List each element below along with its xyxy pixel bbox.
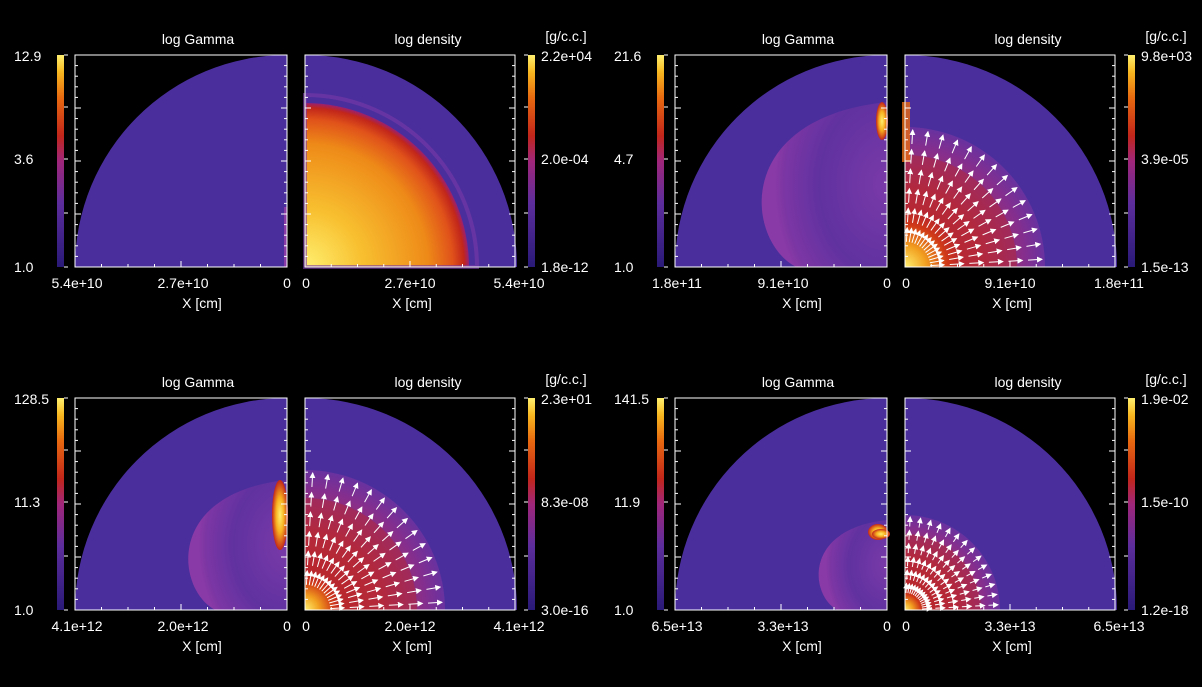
panel-bottom-right: log Gamma log density [g/c.c.] 141.5 11.9 1.0… [614,371,1189,654]
x-tick-label: 9.1e+10 [985,275,1036,291]
x-axis-label: X [cm] [392,295,432,311]
x-axis-label: X [cm] [182,295,222,311]
gamma-map [675,398,890,610]
panel-bottom-left: log Gamma log density [g/c.c.] 128.5 11.3 1.0… [14,371,592,654]
axis-ticks [674,397,1116,611]
density-colorbar-label: 2.2e+04 [541,48,592,64]
density-colorbar-label: 8.3e-08 [541,494,589,510]
x-tick-label: 0 [302,618,310,634]
x-tick-label: 0 [883,275,891,291]
jet-head [876,102,888,140]
gamma-colorbar [57,55,64,267]
axis-ticks [674,54,1116,268]
x-axis-label: X [cm] [992,638,1032,654]
gamma-title: log Gamma [762,374,835,390]
x-tick-label: 3.3e+13 [985,618,1036,634]
axis-ticks [74,397,516,611]
x-axis-label: X [cm] [182,638,222,654]
density-colorbar-label: 1.5e-13 [1141,259,1189,275]
density-title: log density [995,31,1062,47]
x-tick-label: 0 [283,275,291,291]
density-map [303,55,517,269]
x-tick-label: 2.0e+12 [158,618,209,634]
density-colorbar [1128,398,1135,610]
x-tick-label: 2.7e+10 [385,275,436,291]
density-colorbar-label: 2.3e+01 [541,391,592,407]
density-title: log density [995,374,1062,390]
velocity-arrows [903,129,1043,269]
x-tick-label: 2.0e+12 [385,618,436,634]
gamma-colorbar-label: 1.0 [14,602,34,618]
gamma-map [75,398,288,610]
x-axis-label: X [cm] [392,638,432,654]
velocity-arrows [303,472,443,612]
density-colorbar [528,398,535,610]
gamma-colorbar-label: 1.0 [614,259,634,275]
density-colorbar-label: 3.0e-16 [541,602,589,618]
gamma-colorbar-label: 1.0 [614,602,634,618]
x-tick-label: 4.1e+12 [494,618,545,634]
gamma-colorbar-label: 3.6 [14,151,34,167]
jet-head [272,480,288,550]
gamma-colorbar-label: 4.7 [614,151,634,167]
gamma-title: log Gamma [162,31,235,47]
density-title: log density [395,31,462,47]
density-colorbar [1128,55,1135,267]
gamma-title: log Gamma [162,374,235,390]
x-axis-label: X [cm] [782,638,822,654]
x-tick-label: 0 [902,618,910,634]
density-map [303,398,517,612]
x-tick-label: 2.7e+10 [158,275,209,291]
gamma-title: log Gamma [762,31,835,47]
density-map [903,398,1117,612]
x-tick-label: 6.5e+13 [652,618,703,634]
x-tick-label: 3.3e+13 [758,618,809,634]
x-tick-label: 0 [283,618,291,634]
axis-ticks [74,54,516,268]
density-title: log density [395,374,462,390]
density-colorbar-label: 9.8e+03 [1141,48,1192,64]
gamma-colorbar [657,398,664,610]
density-unit: [g/c.c.] [1145,371,1186,387]
x-tick-label: 6.5e+13 [1094,618,1145,634]
x-tick-label: 0 [883,618,891,634]
density-colorbar [528,55,535,267]
density-colorbar-label: 1.8e-12 [541,259,589,275]
velocity-arrows [903,516,999,612]
density-map [902,55,1117,269]
panel-top-left: log Gamma log density [g/c.c.] 12.9 3.6 1.0 2.… [14,28,592,311]
density-unit: [g/c.c.] [545,371,586,387]
x-tick-label: 9.1e+10 [758,275,809,291]
x-tick-label: 0 [302,275,310,291]
gamma-colorbar-label: 141.5 [614,391,649,407]
gamma-colorbar [57,398,64,610]
gamma-colorbar-label: 21.6 [614,48,641,64]
gamma-colorbar-label: 11.9 [614,494,640,510]
density-colorbar-label: 1.5e-10 [1141,494,1189,510]
density-unit: [g/c.c.] [545,28,586,44]
density-colorbar-label: 2.0e-04 [541,151,589,167]
x-axis-label: X [cm] [992,295,1032,311]
gamma-colorbar-label: 128.5 [14,391,49,407]
density-colorbar-label: 1.2e-18 [1141,602,1189,618]
density-colorbar-label: 1.9e-02 [1141,391,1189,407]
x-tick-label: 1.8e+11 [1094,275,1144,291]
density-unit: [g/c.c.] [1145,28,1186,44]
x-tick-label: 4.1e+12 [52,618,103,634]
panel-top-right: log Gamma log density [g/c.c.] 21.6 4.7 1.0 9.… [614,28,1192,311]
gamma-colorbar [657,55,664,267]
x-tick-label: 5.4e+10 [52,275,103,291]
gamma-colorbar-label: 1.0 [14,259,34,275]
density-colorbar-label: 3.9e-05 [1141,151,1189,167]
x-axis-label: X [cm] [782,295,822,311]
x-tick-label: 1.8e+11 [652,275,702,291]
gamma-colorbar-label: 12.9 [14,48,41,64]
gamma-map [75,55,287,267]
x-tick-label: 0 [902,275,910,291]
gamma-map [675,55,888,267]
gamma-colorbar-label: 11.3 [14,494,40,510]
x-tick-label: 5.4e+10 [494,275,545,291]
